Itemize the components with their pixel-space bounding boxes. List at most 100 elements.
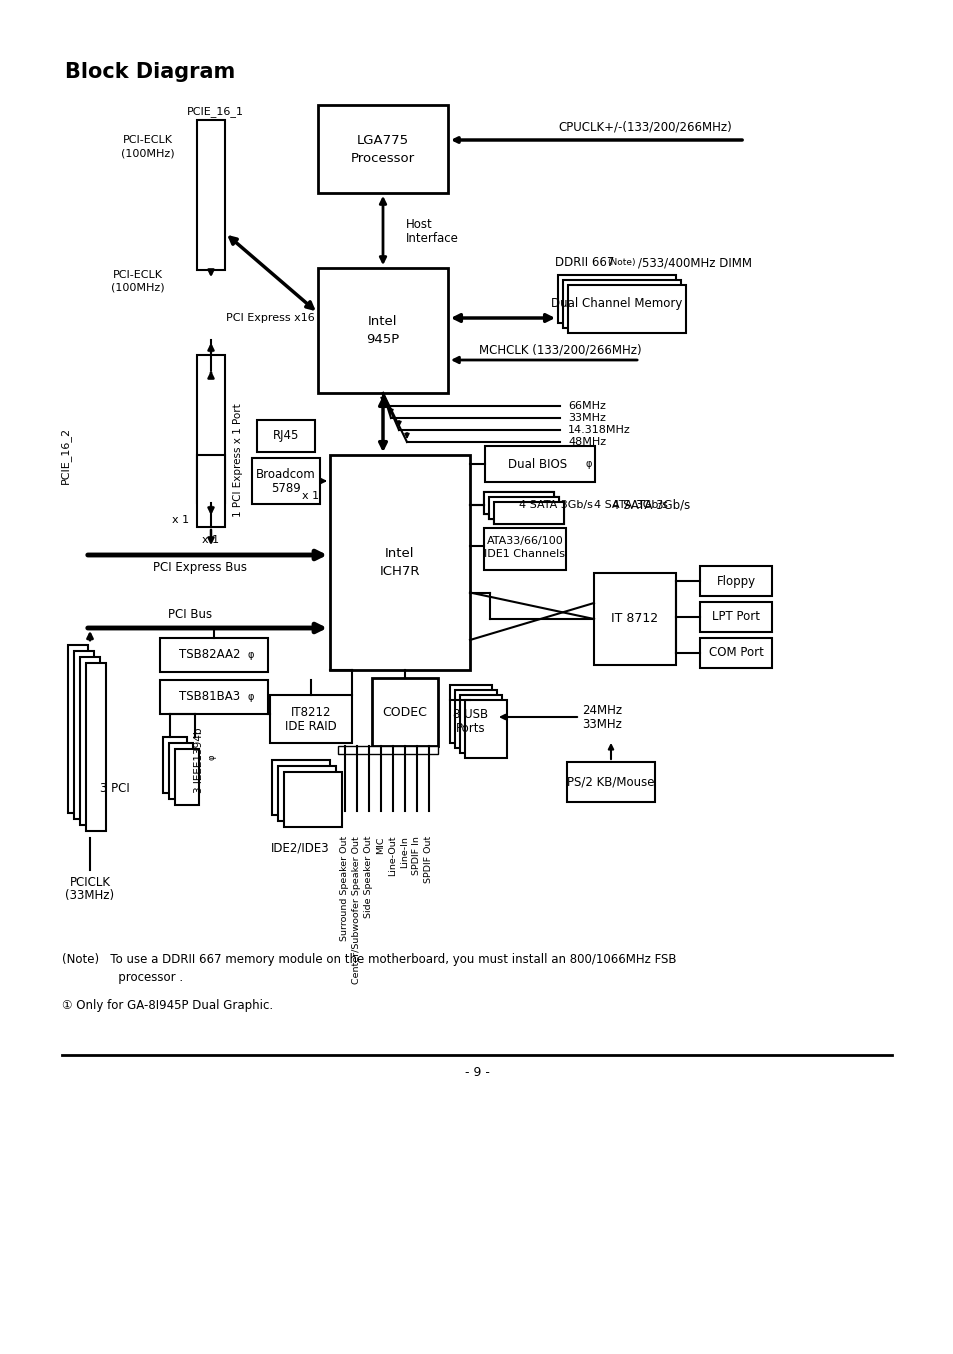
Bar: [86, 663, 106, 831]
Text: Interface: Interface: [406, 232, 458, 245]
Text: Dual Channel Memory: Dual Channel Memory: [551, 298, 682, 310]
Bar: [700, 638, 771, 668]
Bar: [196, 121, 225, 269]
Text: φ: φ: [585, 459, 592, 468]
Text: Surround Speaker Out: Surround Speaker Out: [340, 835, 349, 941]
Bar: [196, 455, 225, 527]
Text: 8 USB: 8 USB: [453, 708, 488, 722]
Bar: [337, 746, 437, 754]
Bar: [330, 455, 470, 670]
Bar: [317, 106, 448, 194]
Bar: [483, 528, 565, 570]
Bar: [489, 497, 558, 519]
Text: CODEC: CODEC: [382, 705, 427, 719]
Text: 5789: 5789: [271, 482, 300, 496]
Bar: [277, 766, 335, 821]
Bar: [74, 651, 94, 819]
Text: 48MHz: 48MHz: [567, 437, 605, 447]
Bar: [459, 695, 501, 753]
Text: 945P: 945P: [366, 333, 399, 347]
Bar: [484, 445, 595, 482]
Bar: [80, 657, 100, 825]
Bar: [256, 420, 314, 452]
Text: φ: φ: [248, 650, 254, 659]
Text: TSB81BA3: TSB81BA3: [179, 691, 240, 704]
Text: Host: Host: [406, 218, 433, 232]
Text: Center/Subwoofer Speaker Out: Center/Subwoofer Speaker Out: [352, 835, 361, 984]
Text: ICH7R: ICH7R: [379, 565, 420, 578]
Text: IDE RAID: IDE RAID: [285, 719, 336, 733]
Bar: [196, 355, 225, 502]
Text: Broadcom: Broadcom: [255, 468, 315, 482]
Text: TSB82AA2: TSB82AA2: [179, 649, 240, 662]
Text: φ: φ: [208, 754, 216, 760]
Text: Intel: Intel: [368, 315, 397, 328]
Text: PCI Express x16: PCI Express x16: [226, 313, 314, 324]
Bar: [317, 268, 448, 393]
Text: 33MHz: 33MHz: [567, 413, 605, 422]
Text: MCHCLK (133/200/266MHz): MCHCLK (133/200/266MHz): [478, 344, 640, 356]
Text: (Note)   To use a DDRII 667 memory module on the motherboard, you must install a: (Note) To use a DDRII 667 memory module …: [62, 953, 676, 967]
Text: IDE2/IDE3: IDE2/IDE3: [271, 841, 329, 854]
Text: /533/400MHz DIMM: /533/400MHz DIMM: [638, 256, 751, 269]
Text: LPT Port: LPT Port: [711, 611, 760, 623]
Text: PCI Bus: PCI Bus: [168, 608, 212, 620]
Text: Line-In: Line-In: [400, 835, 409, 868]
Text: IDE1 Channels: IDE1 Channels: [484, 548, 565, 559]
Bar: [489, 497, 558, 519]
Text: 3 PCI: 3 PCI: [100, 781, 130, 795]
Text: 33MHz: 33MHz: [581, 718, 621, 731]
Text: MIC: MIC: [376, 835, 385, 853]
Bar: [700, 603, 771, 632]
Bar: [594, 573, 676, 665]
Text: (Note): (Note): [606, 259, 635, 268]
Text: φ: φ: [248, 692, 254, 701]
Text: x 1: x 1: [202, 535, 219, 546]
Bar: [174, 749, 199, 806]
Bar: [558, 275, 676, 324]
Text: Dual BIOS: Dual BIOS: [508, 458, 567, 470]
Text: x 1: x 1: [302, 492, 319, 501]
Text: Floppy: Floppy: [716, 574, 755, 588]
Bar: [700, 566, 771, 596]
Bar: [450, 685, 492, 743]
Text: Intel: Intel: [385, 547, 415, 561]
Text: Ports: Ports: [456, 723, 485, 735]
Text: ATA33/66/100: ATA33/66/100: [486, 536, 563, 546]
Text: 4 SATA 3Gb/s: 4 SATA 3Gb/s: [518, 500, 592, 510]
Bar: [494, 502, 563, 524]
Text: (33MHz): (33MHz): [66, 890, 114, 903]
Text: 24MHz: 24MHz: [581, 704, 621, 716]
Text: 14.318MHz: 14.318MHz: [567, 425, 630, 435]
Text: (100MHz): (100MHz): [121, 148, 174, 158]
Bar: [483, 492, 554, 515]
Text: Side Speaker Out: Side Speaker Out: [364, 835, 374, 918]
Text: SPDIF In: SPDIF In: [412, 835, 421, 875]
Bar: [272, 760, 330, 815]
Bar: [160, 680, 268, 714]
Text: DDRII 667: DDRII 667: [555, 256, 614, 269]
Text: COM Port: COM Port: [708, 646, 762, 659]
Text: PCI-ECLK: PCI-ECLK: [123, 135, 172, 145]
Text: Processor: Processor: [351, 152, 415, 164]
Bar: [483, 492, 554, 515]
Text: PCIE_16_2: PCIE_16_2: [59, 427, 71, 483]
Text: PS/2 KB/Mouse: PS/2 KB/Mouse: [567, 776, 654, 788]
Bar: [163, 737, 187, 793]
Bar: [68, 645, 88, 812]
Text: CPUCLK+/-(133/200/266MHz): CPUCLK+/-(133/200/266MHz): [558, 121, 731, 134]
Text: Line-Out: Line-Out: [388, 835, 397, 876]
Text: 4 SATA 3Gb/s: 4 SATA 3Gb/s: [612, 498, 690, 512]
Text: SPDIF Out: SPDIF Out: [424, 835, 433, 883]
Bar: [372, 678, 437, 746]
Bar: [270, 695, 352, 743]
Text: 66MHz: 66MHz: [567, 401, 605, 412]
Text: - 9 -: - 9 -: [464, 1066, 489, 1079]
Bar: [169, 743, 193, 799]
Text: ① Only for GA-8I945P Dual Graphic.: ① Only for GA-8I945P Dual Graphic.: [62, 998, 273, 1011]
Bar: [284, 772, 341, 827]
Text: PCI Express Bus: PCI Express Bus: [152, 562, 247, 574]
Bar: [562, 280, 680, 328]
Bar: [455, 691, 497, 747]
Bar: [160, 638, 268, 672]
